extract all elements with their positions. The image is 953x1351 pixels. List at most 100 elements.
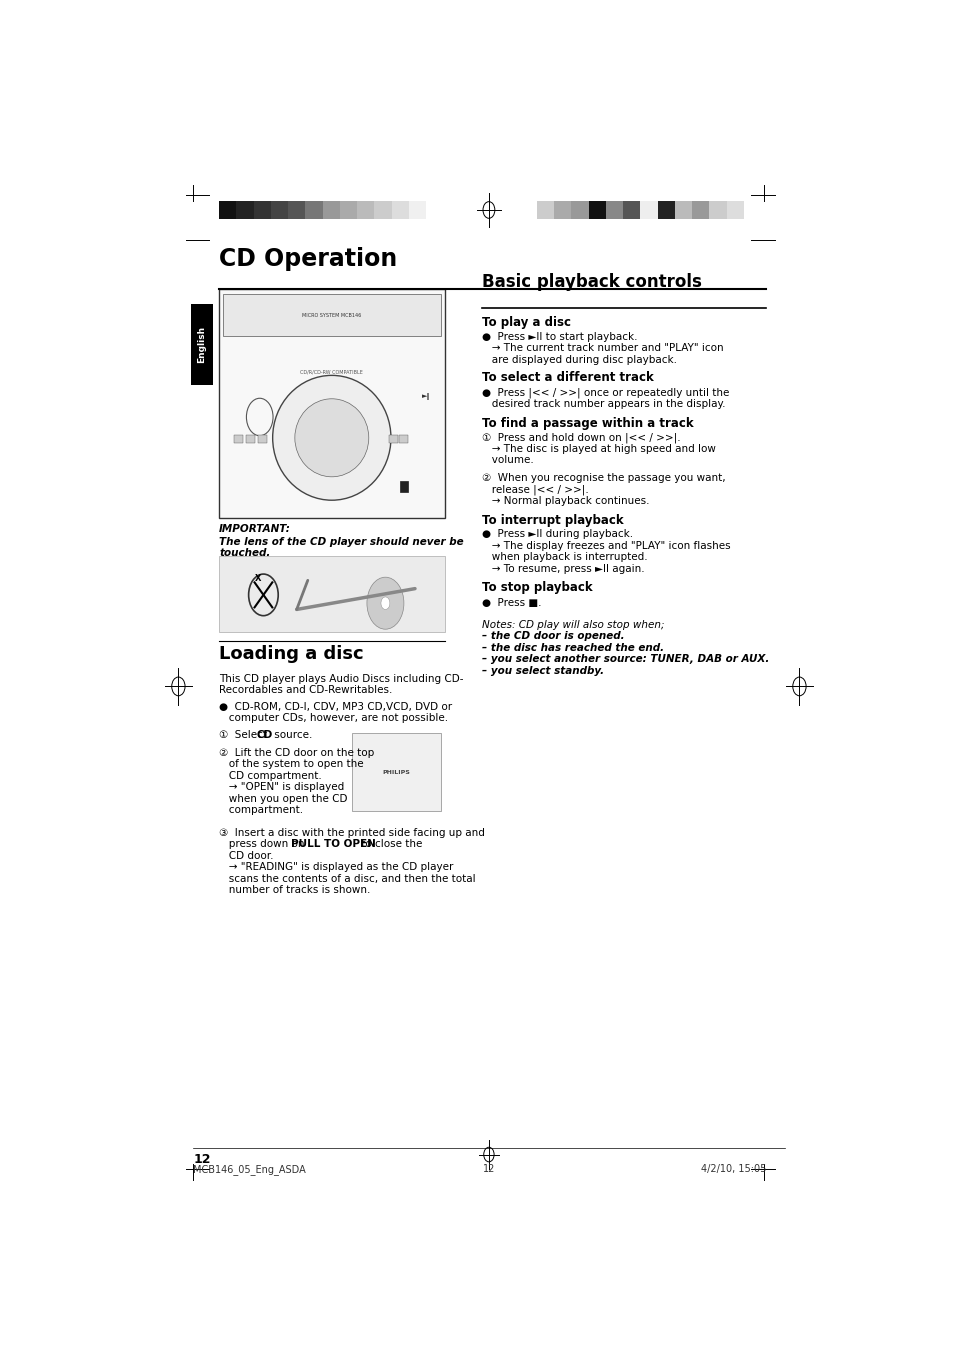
Bar xyxy=(374,200,391,219)
Bar xyxy=(236,200,253,219)
Bar xyxy=(246,435,255,443)
Text: compartment.: compartment. xyxy=(219,805,303,815)
Bar xyxy=(356,200,374,219)
Text: ②  Lift the CD door on the top: ② Lift the CD door on the top xyxy=(219,748,374,758)
Text: – the CD door is opened.: – the CD door is opened. xyxy=(481,631,623,642)
Text: To find a passage within a track: To find a passage within a track xyxy=(481,417,693,430)
Bar xyxy=(233,435,242,443)
Text: → The current track number and "PLAY" icon: → The current track number and "PLAY" ic… xyxy=(481,343,722,353)
Text: release |<< / >>|.: release |<< / >>|. xyxy=(481,485,588,494)
Text: PULL TO OPEN: PULL TO OPEN xyxy=(291,839,375,850)
Text: To play a disc: To play a disc xyxy=(481,316,570,330)
Text: Basic playback controls: Basic playback controls xyxy=(481,273,700,290)
Text: X: X xyxy=(254,574,261,582)
Text: are displayed during disc playback.: are displayed during disc playback. xyxy=(481,354,676,365)
Text: To interrupt playback: To interrupt playback xyxy=(481,513,622,527)
Text: number of tracks is shown.: number of tracks is shown. xyxy=(219,885,370,896)
Text: MICRO SYSTEM MCB146: MICRO SYSTEM MCB146 xyxy=(302,312,361,317)
Text: computer CDs, however, are not possible.: computer CDs, however, are not possible. xyxy=(219,713,448,724)
Bar xyxy=(339,200,356,219)
Bar xyxy=(400,481,407,492)
Text: ●  Press ■.: ● Press ■. xyxy=(481,598,540,608)
Text: 12: 12 xyxy=(193,1154,211,1166)
Bar xyxy=(191,304,213,385)
Text: To select a different track: To select a different track xyxy=(481,372,653,384)
Text: → Normal playback continues.: → Normal playback continues. xyxy=(481,496,648,507)
Text: → To resume, press ►II again.: → To resume, press ►II again. xyxy=(481,563,643,574)
Text: source.: source. xyxy=(271,730,312,740)
Text: Loading a disc: Loading a disc xyxy=(219,644,363,663)
Text: touched.: touched. xyxy=(219,549,270,558)
Bar xyxy=(253,200,271,219)
Bar xyxy=(271,200,288,219)
Bar xyxy=(692,200,709,219)
Bar xyxy=(409,200,426,219)
Text: Recordables and CD-Rewritables.: Recordables and CD-Rewritables. xyxy=(219,685,392,696)
Text: ●  CD-ROM, CD-I, CDV, MP3 CD,VCD, DVD or: ● CD-ROM, CD-I, CDV, MP3 CD,VCD, DVD or xyxy=(219,703,452,712)
Text: – you select another source: TUNER, DAB or AUX.: – you select another source: TUNER, DAB … xyxy=(481,654,768,665)
Bar xyxy=(391,200,409,219)
Bar xyxy=(219,200,236,219)
Text: CD: CD xyxy=(255,730,272,740)
Text: → "READING" is displayed as the CD player: → "READING" is displayed as the CD playe… xyxy=(219,862,453,873)
Text: ①  Select: ① Select xyxy=(219,730,270,740)
Bar xyxy=(322,200,339,219)
Text: volume.: volume. xyxy=(481,455,533,466)
Text: ►‖: ►‖ xyxy=(421,393,430,400)
Text: Notes: CD play will also stop when;: Notes: CD play will also stop when; xyxy=(481,620,663,630)
Text: 12: 12 xyxy=(482,1165,495,1174)
Text: scans the contents of a disc, and then the total: scans the contents of a disc, and then t… xyxy=(219,874,476,884)
Text: ②  When you recognise the passage you want,: ② When you recognise the passage you wan… xyxy=(481,473,724,484)
Bar xyxy=(222,295,440,336)
Bar xyxy=(398,435,407,443)
Text: This CD player plays Audio Discs including CD-: This CD player plays Audio Discs includi… xyxy=(219,674,463,684)
Text: press down on: press down on xyxy=(219,839,308,850)
Text: – you select standby.: – you select standby. xyxy=(481,666,603,676)
Text: CD compartment.: CD compartment. xyxy=(219,770,321,781)
Bar xyxy=(352,734,440,811)
Text: CD/R/CD-RW COMPATIBLE: CD/R/CD-RW COMPATIBLE xyxy=(300,370,363,374)
Text: The lens of the CD player should never be: The lens of the CD player should never b… xyxy=(219,536,463,547)
Bar xyxy=(726,200,743,219)
Bar xyxy=(305,200,322,219)
Bar xyxy=(675,200,692,219)
Ellipse shape xyxy=(273,376,391,500)
Bar xyxy=(219,289,444,517)
Text: PHILIPS: PHILIPS xyxy=(382,770,410,775)
Text: – the disc has reached the end.: – the disc has reached the end. xyxy=(481,643,663,653)
Text: → The disc is played at high speed and low: → The disc is played at high speed and l… xyxy=(481,444,715,454)
Text: MCB146_05_Eng_ASDA: MCB146_05_Eng_ASDA xyxy=(193,1165,306,1175)
Text: ●  Press ►II during playback.: ● Press ►II during playback. xyxy=(481,530,632,539)
Text: English: English xyxy=(197,326,207,362)
Text: ●  Press |<< / >>| once or repeatedly until the: ● Press |<< / >>| once or repeatedly unt… xyxy=(481,388,728,399)
Text: To stop playback: To stop playback xyxy=(481,581,592,594)
Ellipse shape xyxy=(294,399,369,477)
Bar xyxy=(389,435,397,443)
Bar xyxy=(219,557,444,632)
Bar xyxy=(605,200,622,219)
Text: to close the: to close the xyxy=(357,839,422,850)
Bar xyxy=(639,200,657,219)
Text: ③  Insert a disc with the printed side facing up and: ③ Insert a disc with the printed side fa… xyxy=(219,828,484,838)
Text: when you open the CD: when you open the CD xyxy=(219,793,347,804)
Text: → The display freezes and "PLAY" icon flashes: → The display freezes and "PLAY" icon fl… xyxy=(481,540,729,551)
Bar xyxy=(622,200,639,219)
Text: ①  Press and hold down on |<< / >>|.: ① Press and hold down on |<< / >>|. xyxy=(481,432,679,443)
Circle shape xyxy=(380,597,390,609)
Bar xyxy=(571,200,588,219)
Bar xyxy=(288,200,305,219)
Text: desired track number appears in the display.: desired track number appears in the disp… xyxy=(481,400,724,409)
Text: IMPORTANT:: IMPORTANT: xyxy=(219,524,291,534)
Text: 4/2/10, 15:05: 4/2/10, 15:05 xyxy=(700,1165,765,1174)
Text: of the system to open the: of the system to open the xyxy=(219,759,363,769)
Bar xyxy=(554,200,571,219)
Text: CD Operation: CD Operation xyxy=(219,247,396,272)
Text: CD door.: CD door. xyxy=(219,851,274,861)
Text: when playback is interrupted.: when playback is interrupted. xyxy=(481,553,646,562)
Bar xyxy=(537,200,554,219)
Bar xyxy=(588,200,605,219)
Circle shape xyxy=(367,577,403,630)
Bar xyxy=(657,200,675,219)
Text: → "OPEN" is displayed: → "OPEN" is displayed xyxy=(219,782,344,792)
Bar xyxy=(258,435,267,443)
